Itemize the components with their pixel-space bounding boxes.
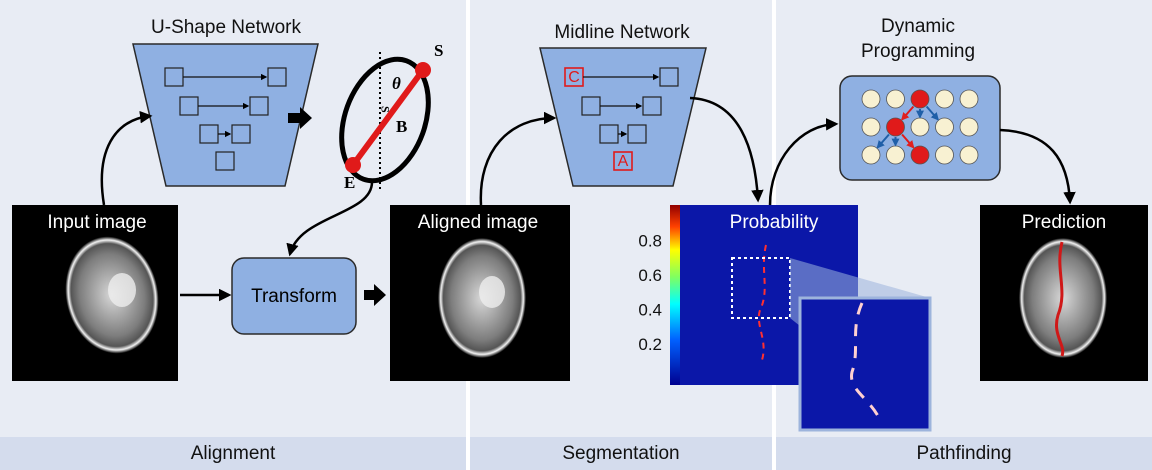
point-e — [345, 157, 361, 173]
path-node — [887, 118, 905, 136]
colorbar-tick-label: 0.4 — [638, 300, 662, 319]
colorbar — [670, 205, 680, 385]
grid-node — [936, 146, 954, 164]
grid-node — [960, 90, 978, 108]
label-theta: θ — [392, 74, 401, 93]
image-label: Input image — [47, 212, 146, 233]
network-title: Midline Network — [554, 22, 690, 43]
label-s: S — [434, 41, 443, 60]
grid-node — [960, 118, 978, 136]
dp-title: Dynamic — [881, 16, 955, 37]
lesion — [108, 273, 136, 307]
grid-node — [911, 118, 929, 136]
point-s — [415, 62, 431, 78]
grid-node — [887, 146, 905, 164]
grid-node — [936, 118, 954, 136]
stage-label: Pathfinding — [916, 443, 1011, 464]
label-e: E — [344, 173, 355, 192]
probability-label: Probability — [730, 212, 819, 233]
image-label: Prediction — [1022, 212, 1107, 233]
image-label: Aligned image — [418, 212, 538, 233]
stage-label: Segmentation — [562, 443, 679, 464]
zoom-inset — [800, 298, 930, 430]
dp-grid — [862, 90, 978, 164]
grid-node — [862, 146, 880, 164]
grid-node — [936, 90, 954, 108]
grid-node — [862, 118, 880, 136]
label-b: B — [396, 117, 407, 136]
colorbar-tick-label: 0.6 — [638, 266, 662, 285]
path-node — [911, 90, 929, 108]
diagram: Alignment Segmentation Pathfinding U-Sha… — [0, 0, 1152, 470]
colorbar-tick-label: 0.8 — [638, 231, 662, 250]
grid-node — [960, 146, 978, 164]
lesion — [479, 276, 505, 308]
grid-node — [887, 90, 905, 108]
path-node — [911, 146, 929, 164]
block-label: C — [568, 69, 580, 86]
label-tick: S — [378, 106, 392, 113]
stage-label: Alignment — [191, 443, 276, 464]
grid-node — [862, 90, 880, 108]
transform-label: Transform — [251, 286, 337, 307]
network-title: U-Shape Network — [151, 17, 301, 38]
colorbar-tick-label: 0.2 — [638, 335, 662, 354]
dp-title: Programming — [861, 41, 975, 62]
block-label: A — [618, 153, 629, 170]
